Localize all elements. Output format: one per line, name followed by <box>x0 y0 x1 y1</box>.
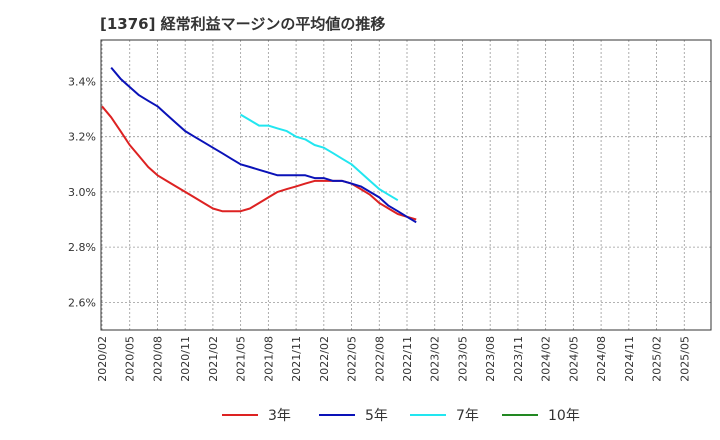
x-tick-label: 2020/02 <box>96 336 109 382</box>
x-tick-label: 2022/08 <box>373 336 386 382</box>
y-tick-label: 2.8% <box>68 241 96 254</box>
x-tick-label: 2025/02 <box>651 336 664 382</box>
x-tick-label: 2024/11 <box>623 336 636 382</box>
legend-label: 3年 <box>268 408 291 424</box>
legend-swatch <box>502 414 538 416</box>
x-tick-label: 2021/08 <box>262 336 275 382</box>
y-tick-label: 3.4% <box>68 75 96 88</box>
legend: 3年 5年 7年 10年 <box>0 404 720 428</box>
x-tick-label: 2022/05 <box>346 336 359 382</box>
grid-lines <box>101 40 711 330</box>
y-tick-label: 2.6% <box>68 296 96 309</box>
line-chart: 2.6%2.8%3.0%3.2%3.4% 2020/02 2020/05 2020/… <box>68 39 712 382</box>
x-tick-label: 2024/05 <box>567 336 580 382</box>
x-tick-label: 2021/02 <box>207 336 220 382</box>
x-tick-label: 2022/02 <box>318 336 331 382</box>
x-tick-label: 2020/05 <box>124 336 137 382</box>
x-tick-label: 2023/11 <box>512 336 525 382</box>
x-tick-label: 2023/02 <box>429 336 442 382</box>
y-tick-label: 3.2% <box>68 131 96 144</box>
series-line-0 <box>101 105 417 221</box>
legend-item: 3年 <box>222 404 291 426</box>
x-tick-label: 2020/11 <box>179 336 192 382</box>
series-line-2 <box>240 113 399 202</box>
x-tick-label: 2020/08 <box>151 336 164 382</box>
x-tick-label: 2024/08 <box>595 336 608 382</box>
series-lines <box>101 66 417 224</box>
legend-label: 5年 <box>365 408 388 424</box>
plot-frame <box>100 39 712 331</box>
legend-swatch <box>319 414 355 416</box>
series-line-1 <box>110 66 417 224</box>
legend-item: 5年 <box>319 404 388 426</box>
legend-label: 10年 <box>548 408 580 424</box>
y-tick-label: 3.0% <box>68 186 96 199</box>
legend-swatch <box>410 414 446 416</box>
x-tick-label: 2024/02 <box>540 336 553 382</box>
y-axis-ticks: 2.6% 2.8% 3.0% 3.2% 3.4% <box>68 75 96 309</box>
x-tick-label: 2023/05 <box>456 336 469 382</box>
legend-label: 7年 <box>456 408 479 424</box>
legend-item: 7年 <box>410 404 479 426</box>
chart-title: [1376] 経常利益マージンの平均値の推移 <box>100 15 386 33</box>
x-tick-label: 2022/11 <box>401 336 414 382</box>
x-tick-label: 2021/05 <box>235 336 248 382</box>
x-tick-label: 2025/05 <box>678 336 691 382</box>
x-axis-ticks: 2020/02 2020/05 2020/08 2020/11 2021/02 2021/… <box>96 336 691 382</box>
x-tick-label: 2023/08 <box>484 336 497 382</box>
x-tick-label: 2021/11 <box>290 336 303 382</box>
legend-item: 10年 <box>502 404 580 426</box>
legend-swatch <box>222 414 258 416</box>
